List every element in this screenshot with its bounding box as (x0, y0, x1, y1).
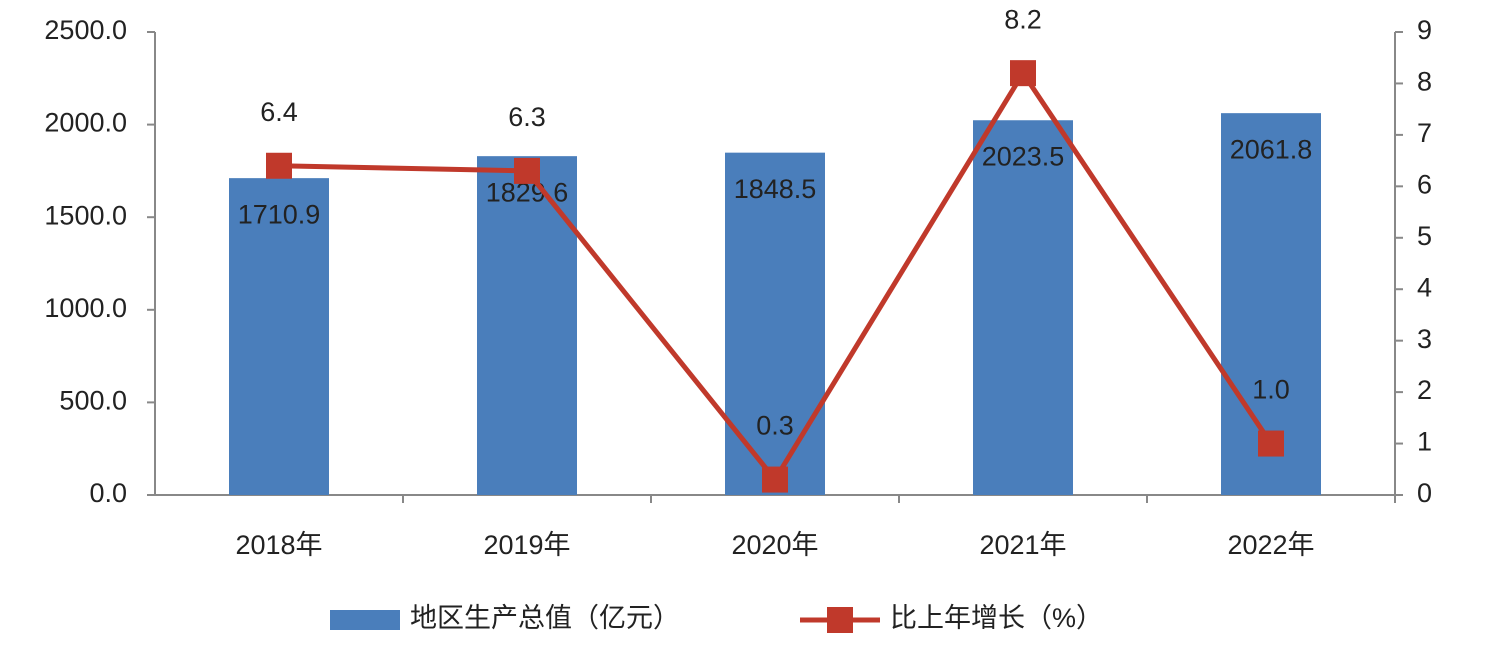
y2-tick-label: 5 (1417, 221, 1432, 251)
x-tick-label: 2021年 (979, 530, 1066, 560)
line-marker (514, 157, 540, 184)
legend-swatch (827, 607, 853, 633)
line-value-label: 6.4 (260, 97, 298, 127)
y2-tick-label: 2 (1417, 375, 1432, 405)
y2-tick-label: 3 (1417, 324, 1432, 354)
legend-swatch (330, 610, 400, 630)
bar (973, 120, 1073, 495)
bar (229, 178, 329, 495)
y2-tick-label: 0 (1417, 478, 1432, 508)
y2-tick-label: 1 (1417, 427, 1432, 457)
line-value-label: 1.0 (1252, 375, 1290, 405)
y2-tick-label: 7 (1417, 118, 1432, 148)
y-tick-label: 1500.0 (44, 200, 127, 230)
y-tick-label: 2000.0 (44, 108, 127, 138)
line-marker (266, 152, 292, 179)
bar-value-label: 1848.5 (734, 174, 817, 204)
line-marker (762, 466, 788, 493)
legend-label: 地区生产总值（亿元） (410, 603, 680, 633)
bar-value-label: 2023.5 (982, 141, 1065, 171)
x-tick-label: 2022年 (1227, 530, 1314, 560)
y-tick-label: 1000.0 (44, 293, 127, 323)
y2-tick-label: 4 (1417, 272, 1432, 302)
x-tick-label: 2020年 (731, 530, 818, 560)
y-tick-label: 2500.0 (44, 15, 127, 45)
line-value-label: 0.3 (756, 411, 794, 441)
bar-value-label: 1710.9 (238, 199, 321, 229)
x-tick-label: 2019年 (483, 530, 570, 560)
line-value-label: 6.3 (508, 102, 546, 132)
x-tick-label: 2018年 (235, 530, 322, 560)
legend-label: 比上年增长（%） (890, 603, 1103, 633)
y-tick-label: 500.0 (59, 386, 127, 416)
y-tick-label: 0.0 (89, 478, 127, 508)
line-marker (1258, 430, 1284, 457)
bar-value-label: 2061.8 (1230, 134, 1313, 164)
y2-tick-label: 6 (1417, 169, 1432, 199)
line-value-label: 8.2 (1004, 4, 1042, 34)
y2-tick-label: 8 (1417, 67, 1432, 97)
bar (725, 152, 825, 495)
y2-tick-label: 9 (1417, 15, 1432, 45)
line-marker (1010, 60, 1036, 87)
